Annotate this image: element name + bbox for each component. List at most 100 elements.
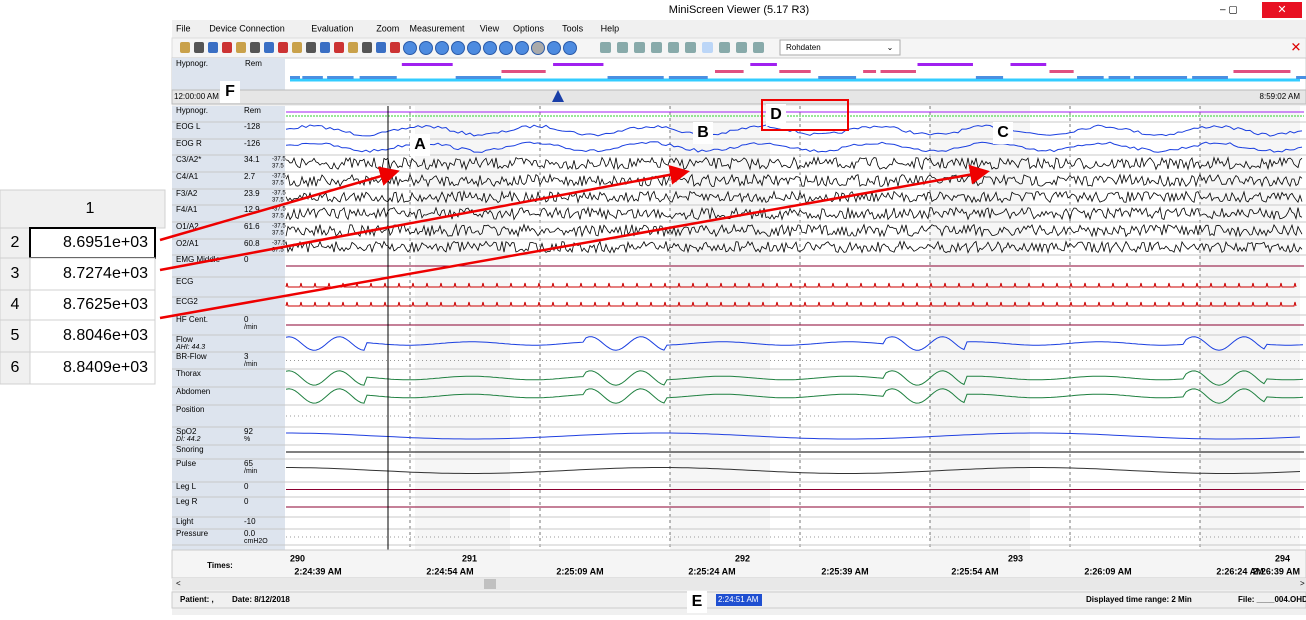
shade [1200, 106, 1300, 550]
time-labels: 290 291 292 293 294 2:24:39 AM 2:24:54 AM 2:25:… [290, 553, 1300, 576]
overview-timebar [171, 89, 1306, 105]
channel-scale: -37.5 [272, 224, 286, 230]
ov-stage [1296, 76, 1306, 79]
overview-label: Hypnogr. [176, 59, 208, 68]
dropdown[interactable] [779, 39, 901, 56]
nav-button[interactable] [435, 41, 449, 55]
scroll-thumb[interactable] [484, 579, 496, 589]
value-cell[interactable] [29, 319, 156, 353]
row-number: 4 [11, 296, 20, 313]
tool-button[interactable] [719, 42, 730, 53]
channel-unit: /min [244, 361, 257, 368]
channel-value: 65 [244, 459, 253, 468]
row-number: 2 [11, 234, 20, 251]
channel-value: -128 [244, 122, 261, 131]
value-cell[interactable] [29, 257, 156, 291]
channel-labels-bg [172, 106, 285, 550]
tool-button[interactable] [362, 42, 372, 53]
nav-button[interactable] [483, 41, 497, 55]
menu-item[interactable]: Zoom [376, 23, 399, 33]
ov-stage [607, 76, 664, 79]
channel-name: F3/A2 [176, 189, 198, 198]
channel-value: 60.8 [244, 239, 260, 248]
waveform [285, 173, 1303, 188]
ov-stage [818, 76, 857, 79]
channel-scale: -37.5 [272, 241, 286, 247]
ov-stage [917, 63, 973, 66]
scroll-right[interactable]: > [1300, 579, 1305, 588]
channel-name: Pressure [176, 529, 209, 538]
ov-stage [1010, 63, 1047, 66]
channel-sub: DI: 44.2 [176, 436, 201, 443]
menu-item[interactable]: Help [601, 23, 620, 33]
times-label: Times: [207, 561, 233, 570]
tool-button[interactable] [634, 42, 645, 53]
tool-button[interactable] [600, 42, 611, 53]
scroll-left[interactable]: < [176, 579, 181, 588]
nav-button[interactable] [547, 41, 561, 55]
value-cell[interactable] [29, 227, 156, 259]
tool-button[interactable] [685, 42, 696, 53]
menu-item[interactable]: Tools [562, 23, 584, 33]
waveform [285, 156, 1303, 171]
tool-button[interactable] [180, 42, 190, 53]
close-icon: ✕ [1277, 4, 1286, 16]
dropdown-text: Rohdaten [786, 43, 821, 52]
tool-button[interactable] [753, 42, 764, 53]
channel-value: 92 [244, 427, 253, 436]
nav-button[interactable] [419, 41, 433, 55]
channel-name: C3/A2* [176, 155, 201, 164]
row-number-cell [0, 319, 31, 353]
tool-button[interactable] [668, 42, 679, 53]
menu-item[interactable]: Device Connection [209, 23, 285, 33]
menu-item[interactable]: File [176, 23, 191, 33]
tool-button[interactable] [292, 42, 302, 53]
menu-item[interactable]: View [480, 23, 500, 33]
epoch-label: 293 [1008, 553, 1023, 563]
tool-button[interactable] [702, 42, 713, 53]
channel-name: EOG R [176, 139, 202, 148]
tool-button[interactable] [208, 42, 218, 53]
nav-button[interactable] [563, 41, 577, 55]
nav-button[interactable] [531, 41, 545, 55]
channel-scale: -37.5 [272, 207, 286, 213]
channel-unit: /min [244, 324, 257, 331]
tool-button[interactable] [264, 42, 274, 53]
tool-button[interactable] [194, 42, 204, 53]
menu-item[interactable]: Evaluation [311, 23, 353, 33]
tool-button[interactable] [222, 42, 232, 53]
close-doc[interactable]: ✕ [1291, 39, 1302, 54]
nav-button[interactable] [403, 41, 417, 55]
min-max[interactable]: – ▢ [1220, 5, 1238, 16]
tool-button[interactable] [390, 42, 400, 53]
nav-button[interactable] [515, 41, 529, 55]
menu-item[interactable]: Options [513, 23, 545, 33]
tool-button[interactable] [278, 42, 288, 53]
nav-button[interactable] [467, 41, 481, 55]
value-cell[interactable] [29, 289, 156, 321]
channel-value: -126 [244, 139, 261, 148]
tool-button[interactable] [376, 42, 386, 53]
menu-item[interactable]: Measurement [410, 23, 466, 33]
tool-button[interactable] [617, 42, 628, 53]
tool-button[interactable] [306, 42, 316, 53]
scrollbar[interactable] [172, 578, 1306, 590]
close-button[interactable] [1262, 2, 1302, 18]
tool-button[interactable] [236, 42, 246, 53]
tool-button[interactable] [348, 42, 358, 53]
ov-stage [779, 70, 811, 73]
status-file: File: ____004.OHD [1238, 595, 1306, 604]
channel-name: ECG [176, 277, 193, 286]
nav-button[interactable] [451, 41, 465, 55]
channel-value: Rem [244, 106, 261, 115]
overview-position[interactable] [552, 90, 564, 102]
tool-button[interactable] [320, 42, 330, 53]
tool-button[interactable] [334, 42, 344, 53]
clock-label: 2:26:09 AM [1084, 566, 1131, 576]
tool-button[interactable] [250, 42, 260, 53]
channel-value: 0 [244, 255, 249, 264]
tool-button[interactable] [651, 42, 662, 53]
value-cell[interactable] [29, 351, 156, 385]
tool-button[interactable] [736, 42, 747, 53]
nav-button[interactable] [499, 41, 513, 55]
